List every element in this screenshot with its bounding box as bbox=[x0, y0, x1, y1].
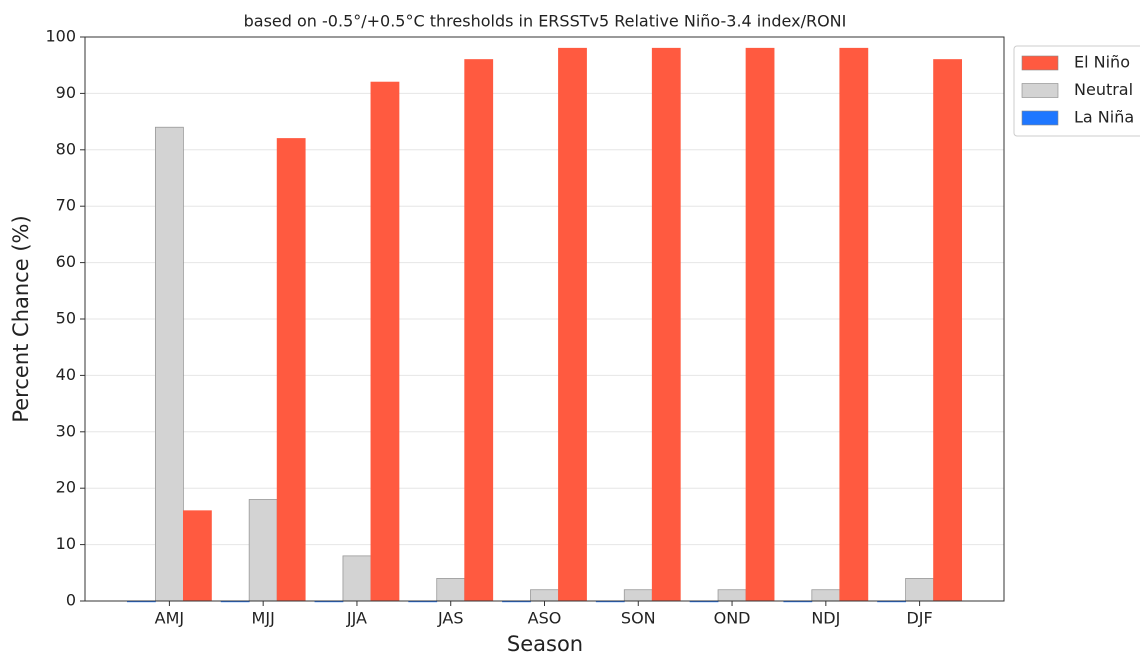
y-tick-label: 0 bbox=[66, 591, 76, 610]
bar bbox=[558, 47, 587, 602]
legend-swatch bbox=[1021, 83, 1059, 98]
bar bbox=[276, 138, 306, 602]
y-tick-label: 100 bbox=[45, 27, 76, 46]
bar bbox=[839, 47, 869, 602]
y-tick-label: 10 bbox=[56, 534, 76, 553]
bar bbox=[182, 510, 212, 602]
legend-swatch bbox=[1021, 110, 1059, 126]
y-tick-label: 50 bbox=[56, 309, 76, 328]
bar bbox=[530, 589, 559, 602]
x-tick-label: MJJ bbox=[252, 609, 275, 628]
bar bbox=[464, 59, 494, 602]
bar bbox=[342, 555, 372, 602]
chart-title: based on -0.5°/+0.5°C thresholds in ERSS… bbox=[244, 12, 847, 31]
y-tick-label: 70 bbox=[56, 196, 76, 215]
bar bbox=[623, 589, 653, 602]
y-axis-label: Percent Chance (%) bbox=[9, 215, 33, 422]
y-tick-label: 20 bbox=[56, 478, 76, 497]
x-tick-label: ASO bbox=[528, 609, 562, 628]
y-tick-label: 90 bbox=[56, 83, 76, 102]
y-tick-label: 40 bbox=[56, 365, 76, 384]
y-tick-label: 30 bbox=[56, 421, 76, 440]
bar bbox=[370, 81, 400, 602]
x-tick-label: AMJ bbox=[155, 609, 184, 628]
y-tick-label: 60 bbox=[56, 252, 76, 271]
x-tick-label: DJF bbox=[906, 609, 932, 628]
x-tick-label: JAS bbox=[437, 609, 464, 628]
x-axis-label: Season bbox=[507, 632, 583, 656]
bar bbox=[717, 589, 747, 602]
y-tick-label: 80 bbox=[56, 139, 76, 158]
bar bbox=[933, 59, 963, 602]
bar bbox=[905, 578, 935, 602]
x-tick-label: NDJ bbox=[811, 609, 840, 628]
bar bbox=[436, 578, 466, 602]
bar bbox=[248, 499, 278, 602]
x-tick-label: SON bbox=[621, 609, 656, 628]
bar bbox=[651, 47, 681, 602]
legend-label: La Niña bbox=[1074, 108, 1134, 127]
bar bbox=[154, 126, 184, 602]
legend-swatch bbox=[1021, 55, 1059, 71]
x-tick-label: OND bbox=[714, 609, 751, 628]
bar bbox=[745, 47, 775, 602]
legend-label: El Niño bbox=[1074, 53, 1130, 72]
x-tick-label: JJA bbox=[346, 609, 367, 628]
bar bbox=[811, 589, 841, 602]
plot-frame bbox=[84, 36, 1005, 602]
legend-label: Neutral bbox=[1074, 80, 1133, 99]
